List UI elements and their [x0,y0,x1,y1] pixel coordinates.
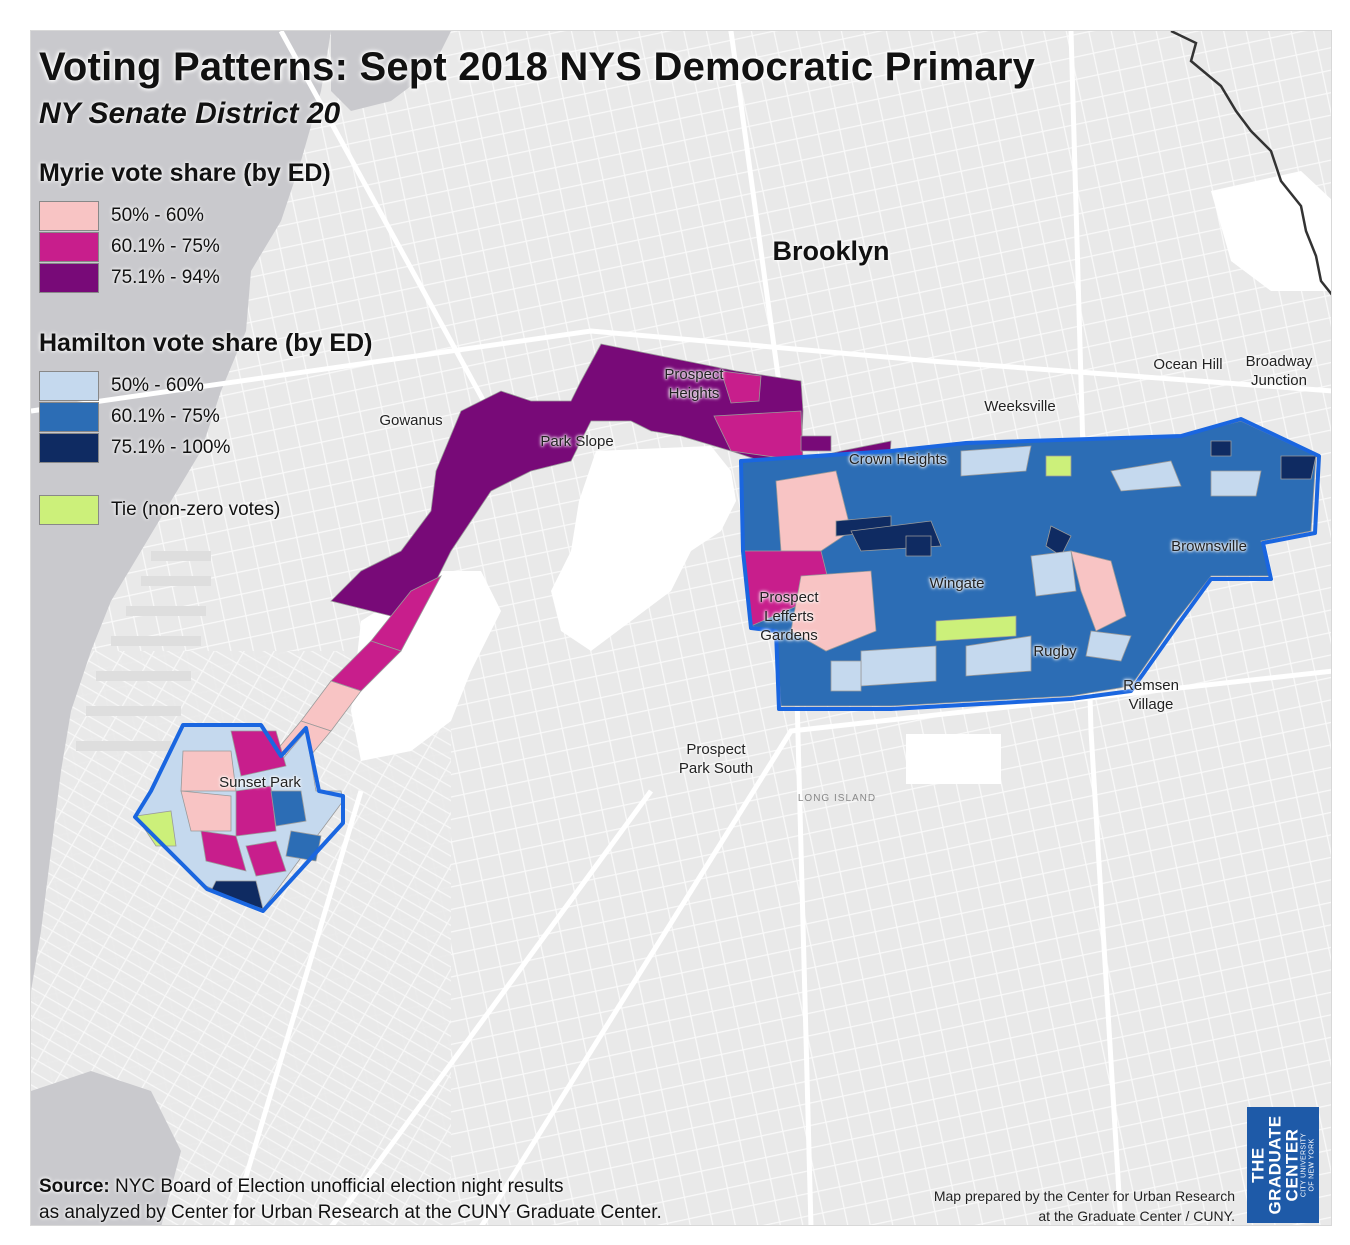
water-harbor [31,31,331,991]
legend-swatch-myrie-high [39,263,99,293]
label-rugby: Rugby [1033,643,1077,660]
label-prospect-heights: Prospect Heights [664,366,724,402]
ed-tie-east [1045,455,1072,477]
ed-lefferts-c [790,570,877,652]
ed-light-f [1110,460,1182,492]
ed-tie-wingate [935,615,1017,642]
ed-rugby-pink [1070,550,1127,632]
label-wingate: Wingate [929,575,985,592]
park-east [1211,171,1331,291]
ed-corridor-north [330,343,892,622]
map-credit: Map prepared by the Center for Urban Res… [933,1186,1235,1225]
ed-sunset-d [180,790,232,832]
label-remsen-village: Remsen Village [1123,677,1179,713]
label-weeksville: Weeksville [984,398,1056,415]
ed-lefferts-a [775,470,852,552]
source-note: Source: NYC Board of Election unofficial… [39,1174,662,1225]
ed-sunset-h [285,830,322,862]
label-gowanus: Gowanus [379,412,443,429]
ed-sunset-tie [135,810,177,847]
ed-crown-dark-c [905,535,932,557]
ed-prospect-heights-a [720,370,762,404]
ed-light-h [830,660,862,692]
label-prospect-park-south: Prospect Park South [678,741,754,777]
label-brownsville: Brownsville [1171,538,1247,555]
graduate-center-logo: THE GRADUATE CENTER CITY UNIVERSITY OF N… [1247,1107,1319,1223]
district-overlay [133,343,1321,913]
ed-light-b [1030,550,1077,597]
label-park-slope: Park Slope [540,433,614,450]
park-small [906,734,1001,784]
map-subtitle: NY Senate District 20 [39,97,341,130]
ed-sunset-e [200,830,247,872]
legend-label-myrie-high: 75.1% - 94% [111,267,220,288]
ed-light-g [1210,470,1262,497]
label-ocean-hill: Ocean Hill [1153,356,1223,373]
label-prospect-lefferts-gardens: Prospect Lefferts Gardens [759,589,819,644]
source-label: Source: [39,1176,110,1197]
ed-sunset-c [235,785,277,837]
water-bay-lower [31,1071,181,1225]
ed-light-c [1085,630,1132,662]
legend-swatch-hamilton-high [39,433,99,463]
ed-light-e [965,635,1032,677]
label-broadway-junction: Broadway Junction [1245,353,1313,389]
legend-label-hamilton-mid: 60.1% - 75% [111,406,220,427]
legend-label-tie: Tie (non-zero votes) [111,499,281,520]
legend-label-myrie-low: 50% - 60% [111,205,204,226]
credit-line-1: Map prepared by the Center for Urban Res… [933,1188,1235,1204]
ed-east-dark-b [1280,455,1317,480]
outline-sunset-park [133,723,345,913]
source-line-2: as analyzed by Center for Urban Research… [39,1202,662,1223]
legend-swatch-tie [39,495,99,525]
outline-east-district [739,417,1321,711]
legend-label-myrie-mid: 60.1% - 75% [111,236,220,257]
prospect-park [551,446,736,651]
piers [76,551,211,751]
label-long-island: LONG ISLAND [797,793,877,804]
source-line-1: NYC Board of Election unofficial electio… [115,1176,564,1197]
credit-line-2: at the Graduate Center / CUNY. [1038,1208,1235,1224]
ed-light-d [860,645,937,687]
ed-east-dark-a [1210,440,1232,457]
legend-swatch-myrie-mid [39,232,99,262]
legend-label-hamilton-low: 50% - 60% [111,375,204,396]
legend-swatch-hamilton-low [39,371,99,401]
ed-sunset-g [270,790,307,827]
water-inlet [331,31,451,111]
legend-label-hamilton-high: 75.1% - 100% [111,437,231,458]
ed-sunset-f [245,840,287,877]
label-crown-heights: Crown Heights [848,451,948,468]
ed-corridor-mid-b [330,640,402,692]
ed-light-a [960,445,1032,477]
map-frame[interactable]: Voting Patterns: Sept 2018 NYS Democrati… [30,30,1332,1226]
legend-swatch-myrie-low [39,201,99,231]
ed-crown-heights-dark [800,435,832,452]
legend-swatch-hamilton-mid [39,402,99,432]
county-boundary [1170,31,1331,296]
label-sunset-park: Sunset Park [219,774,301,791]
ed-prospect-heights-b [713,410,804,462]
ed-corridor-south-a [300,680,362,732]
legend-myrie-heading: Myrie vote share (by ED) [39,159,331,187]
label-brooklyn: Brooklyn [772,236,890,266]
map-title: Voting Patterns: Sept 2018 NYS Democrati… [39,45,1036,89]
legend-hamilton-heading: Hamilton vote share (by ED) [39,329,373,357]
